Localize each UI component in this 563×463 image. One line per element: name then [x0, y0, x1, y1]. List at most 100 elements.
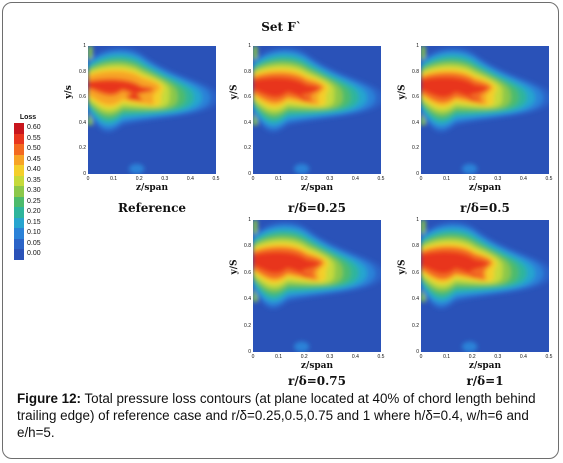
contour-plot: [253, 220, 381, 352]
y-tick-label: 0.8: [79, 68, 86, 75]
y-tick-label: 0.2: [244, 145, 251, 152]
x-tick-label: 0.5: [377, 354, 385, 360]
case-title: r/δ=0.25: [288, 201, 346, 215]
x-tick-label: 0.1: [275, 354, 283, 360]
y-tick-label: 0.6: [244, 94, 251, 101]
legend-value: 0.25: [27, 197, 41, 205]
x-tick-label: 0.3: [326, 354, 334, 360]
legend-row: 0.25: [14, 196, 50, 207]
y-tick-label: 1: [416, 217, 419, 223]
y-tick-label: 1: [248, 217, 251, 223]
legend-value: 0.35: [27, 176, 41, 184]
x-tick-label: 0.1: [110, 176, 118, 182]
x-tick-label: 0.4: [519, 176, 527, 182]
legend-value: 0.40: [27, 166, 41, 173]
x-tick-label: 0.3: [326, 176, 334, 182]
figure-caption: Figure 12: Total pressure loss contours …: [17, 390, 547, 441]
y-tick-label: 0.4: [412, 296, 419, 303]
x-axis-label: z/span: [300, 361, 334, 371]
x-tick-label: 0.3: [494, 176, 502, 182]
y-tick-label: 0.4: [244, 296, 251, 303]
caption-text: Total pressure loss contours (at plane l…: [17, 391, 536, 440]
y-tick-label: 0.6: [412, 94, 419, 101]
x-tick-label: 0: [251, 354, 255, 360]
legend-value: 0.55: [27, 134, 41, 142]
y-tick-label: 0.8: [244, 68, 251, 75]
legend-value: 0.05: [27, 239, 41, 247]
x-tick-label: 0: [419, 176, 423, 182]
legend-swatch: [14, 217, 24, 228]
legend-row: 0.60: [14, 123, 50, 134]
y-tick-label: 1: [416, 43, 419, 49]
legend-value: 0.20: [27, 208, 41, 215]
x-axis-label: z/span: [468, 183, 502, 193]
legend: Loss 0.60 0.55 0.50 0.45 0.40 0.35 0.30 0.25 0.2…: [14, 114, 50, 260]
y-tick-label: 0: [416, 171, 419, 177]
x-tick-label: 0: [419, 354, 423, 360]
x-tick-label: 0: [86, 176, 90, 182]
x-tick-label: 0.2: [300, 354, 308, 360]
x-tick-label: 0.3: [161, 176, 169, 182]
legend-swatch: [14, 154, 24, 165]
x-tick-label: 0.5: [545, 176, 553, 182]
y-tick-label: 0.8: [412, 68, 419, 75]
legend-title: Loss: [19, 114, 37, 121]
legend-value: 0.10: [27, 229, 41, 236]
x-tick-label: 0.5: [545, 354, 553, 360]
secondary-loss-blob: [293, 341, 310, 352]
y-tick-label: 0.4: [412, 119, 419, 126]
y-tick-label: 0: [248, 349, 251, 355]
caption-label: Figure 12:: [17, 391, 81, 406]
case-title: Reference: [117, 201, 187, 215]
legend-value: 0.60: [27, 124, 41, 131]
x-tick-label: 0.5: [377, 176, 385, 182]
loss-contour-band: [421, 77, 488, 102]
legend-swatch: [14, 175, 24, 186]
legend-swatch: [14, 249, 24, 260]
secondary-loss-blob: [128, 163, 145, 174]
legend-rows: 0.60 0.55 0.50 0.45 0.40 0.35 0.30 0.25 0.20 0.15…: [14, 123, 50, 260]
case-title: r/δ=1: [466, 374, 504, 388]
y-tick-label: 1: [248, 43, 251, 49]
contour-plot-area: [253, 220, 381, 352]
x-tick-label: 0.1: [443, 176, 451, 182]
secondary-loss-blob: [293, 163, 310, 174]
y-tick-label: 0.2: [79, 145, 86, 152]
x-tick-label: 0.4: [186, 176, 194, 182]
y-tick-label: 0.8: [244, 243, 251, 250]
legend-value: 0.00: [27, 250, 41, 257]
y-tick-label: 0.8: [412, 243, 419, 250]
loss-contour-band: [421, 251, 488, 278]
x-tick-label: 0.4: [351, 176, 359, 182]
legend-value: 0.45: [27, 155, 41, 163]
loss-contour-band: [88, 80, 153, 101]
legend-swatch: [14, 186, 24, 197]
legend-swatch: [14, 238, 24, 249]
x-tick-label: 0.2: [468, 354, 476, 360]
y-axis-label: y/s: [63, 85, 74, 99]
x-tick-label: 0: [251, 176, 255, 182]
contour-plot-area: [421, 46, 549, 174]
y-tick-label: 1: [83, 43, 86, 49]
y-tick-label: 0.2: [412, 145, 419, 152]
legend-swatch: [14, 196, 24, 207]
y-tick-label: 0.6: [244, 269, 251, 276]
y-tick-label: 0: [83, 171, 86, 177]
legend-swatch: [14, 123, 24, 134]
case-title: r/δ=0.5: [460, 201, 510, 215]
x-tick-label: 0.1: [275, 176, 283, 182]
legend-value: 0.30: [27, 187, 41, 194]
legend-swatch: [14, 165, 24, 176]
legend-swatch: [14, 144, 24, 155]
x-tick-label: 0.2: [468, 176, 476, 182]
y-tick-label: 0.4: [244, 119, 251, 126]
contour-plot-area: [421, 220, 549, 352]
x-tick-label: 0.1: [443, 354, 451, 360]
legend-swatch: [14, 228, 24, 239]
y-tick-label: 0.2: [244, 322, 251, 329]
x-tick-label: 0.5: [212, 176, 220, 182]
contour-plot: [88, 46, 216, 174]
y-tick-label: 0: [416, 349, 419, 355]
x-tick-label: 0.2: [300, 176, 308, 182]
secondary-loss-blob: [461, 163, 478, 174]
